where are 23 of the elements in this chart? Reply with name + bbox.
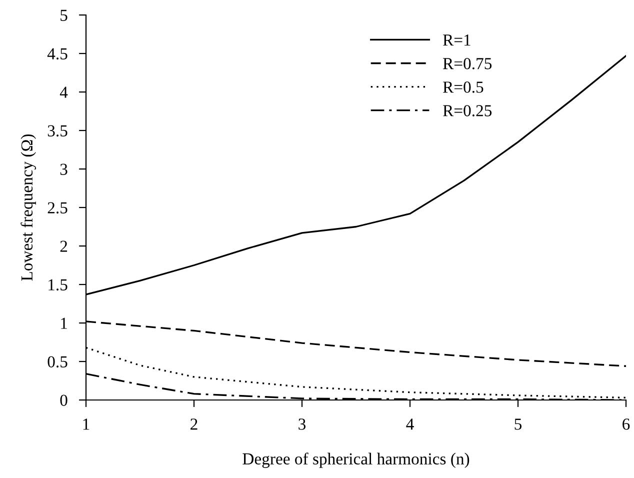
y-tick-label: 1 — [61, 318, 67, 329]
y-tick-label: 3.5 — [48, 125, 68, 137]
legend-label: R=1 — [442, 34, 470, 46]
y-tick-label: 0.5 — [48, 356, 68, 368]
x-axis-title: Degree of spherical harmonics (n) — [242, 452, 470, 468]
legend-label: R=0.25 — [442, 105, 492, 116]
x-tick-label: 5 — [514, 418, 522, 430]
y-tick-label: 0 — [60, 394, 68, 406]
y-tick-label: 1.5 — [48, 279, 68, 291]
x-tick-label: 2 — [190, 418, 198, 430]
y-tick-label: 4.5 — [47, 48, 68, 60]
x-tick-label: 1 — [83, 418, 90, 430]
x-tick-label: 6 — [622, 418, 630, 430]
legend-label: R=0.75 — [442, 58, 492, 70]
y-tick-label: 3 — [60, 164, 68, 175]
y-tick-label: 2 — [60, 240, 68, 252]
y-tick-label: 5 — [60, 10, 68, 21]
y-tick-label: 4 — [60, 86, 68, 98]
y-axis-title: Lowest frequency (Ω) — [20, 134, 36, 281]
x-tick-label: 4 — [406, 418, 414, 430]
y-tick-label: 2.5 — [48, 202, 68, 214]
x-tick-label: 3 — [298, 418, 306, 430]
legend-label: R=0.5 — [442, 82, 484, 93]
